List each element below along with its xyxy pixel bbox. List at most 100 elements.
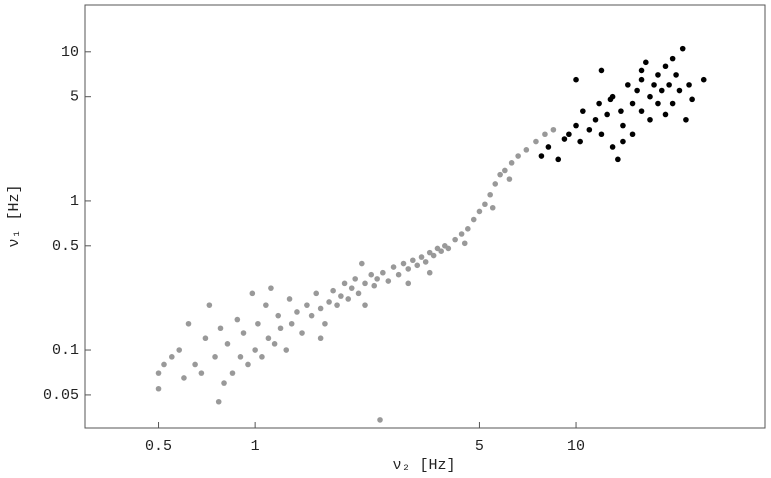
point [252,347,258,353]
y-tick-label: 1 [70,193,79,210]
point [676,87,683,94]
point [400,260,407,267]
point [452,236,458,243]
point [176,347,183,353]
point [426,269,433,276]
point [155,385,162,392]
point [465,226,471,232]
point [255,320,261,327]
point [263,302,269,308]
point [249,290,256,297]
point [181,375,187,381]
point [286,296,293,302]
point [161,361,167,368]
point [283,347,290,353]
point [542,131,548,138]
point [234,316,241,323]
point [362,302,368,308]
point [410,257,416,264]
point [458,231,465,237]
x-axis-label: ν₂ [Hz] [392,457,455,474]
point [598,67,605,74]
point [461,240,468,247]
point [470,216,477,223]
point [686,82,692,88]
point [155,370,162,376]
point [198,370,205,376]
y-tick-label: 0.5 [52,238,79,255]
point [268,285,274,291]
point [647,93,653,100]
point [515,153,521,159]
point [476,208,483,215]
y-axis-label: ν₁ [Hz] [6,184,23,247]
point [317,335,324,342]
point [647,116,653,123]
y-tick-label: 10 [61,44,79,61]
point [508,160,515,166]
point [317,305,324,312]
point [359,260,365,267]
point [700,76,707,83]
point [240,330,247,336]
point [352,276,358,282]
x-tick-label: 10 [567,438,585,455]
point [362,280,368,287]
y-tick-label: 0.05 [43,387,79,404]
point [545,144,552,150]
point [313,290,320,297]
point [322,320,328,327]
point [651,82,657,88]
point [492,181,499,187]
point [643,59,649,66]
point [609,144,616,150]
point [625,82,631,88]
point [202,335,209,342]
point [523,147,530,153]
point [348,285,355,291]
point [596,100,602,107]
point [679,45,686,52]
point [414,262,421,269]
point [550,126,557,133]
point [638,108,645,114]
point [620,122,626,129]
y-tick-label: 5 [70,89,79,106]
point [438,248,444,255]
point [573,122,579,129]
point [566,131,572,138]
point [299,330,305,336]
point [371,282,378,289]
point [212,354,218,360]
point [237,354,244,360]
point [426,249,433,256]
point [405,280,412,287]
point [374,276,380,282]
point [294,309,300,315]
point [380,269,386,276]
point [662,63,669,70]
point [288,320,295,327]
point [487,191,493,198]
point [185,320,192,327]
point [666,82,672,88]
point [586,126,593,133]
point [629,131,636,138]
point [482,201,488,208]
point [355,290,362,297]
point [385,278,392,284]
point [430,252,437,259]
point [341,280,348,287]
point [377,417,383,423]
point [533,138,539,145]
point [330,287,336,294]
point [638,76,645,83]
point [271,341,278,347]
x-tick-label: 1 [251,438,260,455]
point [598,131,605,138]
point [418,254,425,260]
point [669,100,676,107]
point [489,204,496,211]
point [607,96,614,103]
